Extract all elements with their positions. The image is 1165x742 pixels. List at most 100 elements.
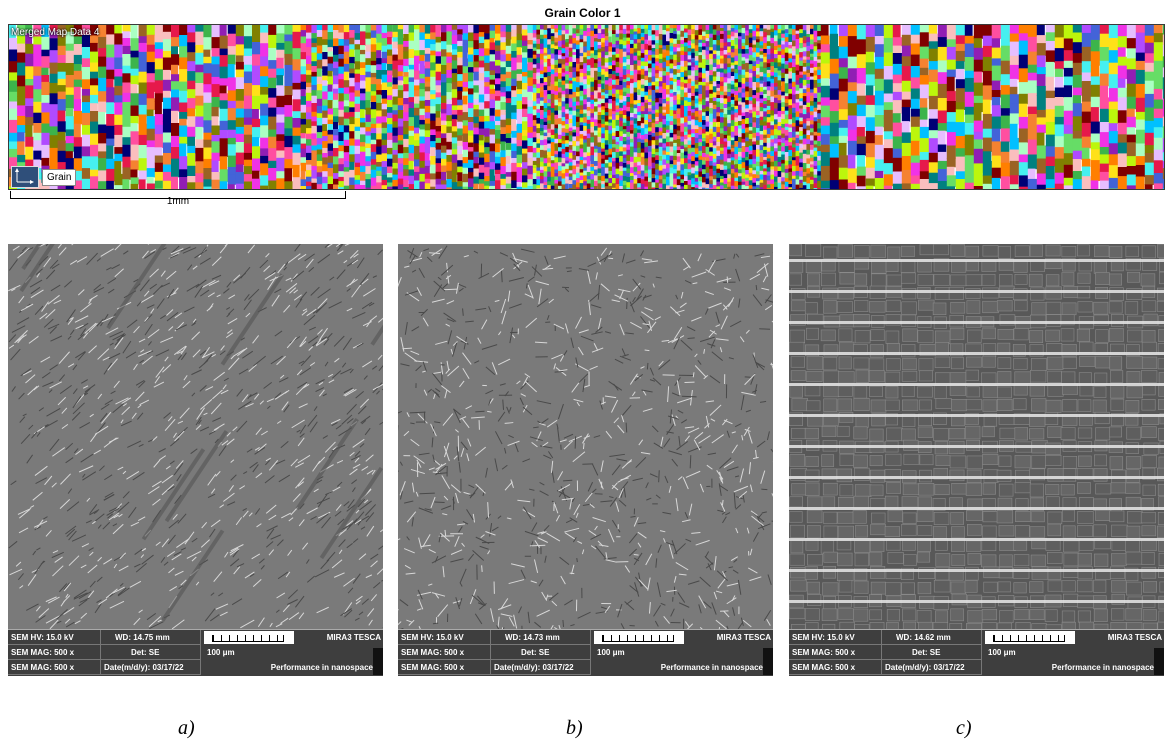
grain-cell <box>727 72 733 79</box>
grain-cell <box>709 81 715 85</box>
grain-cell <box>727 168 733 175</box>
grain-cell <box>576 182 580 188</box>
grain-cell <box>669 181 675 188</box>
grain-cell <box>676 47 681 52</box>
grain-cell <box>597 162 603 169</box>
grain-cell <box>17 141 25 156</box>
grain-cell <box>590 50 597 54</box>
grain-cell <box>338 176 348 182</box>
grain-cell <box>777 32 783 40</box>
grain-cell <box>702 187 706 189</box>
grain-cell <box>847 182 856 189</box>
grain-cell <box>655 152 661 156</box>
grain-cell <box>260 86 270 96</box>
grain-cell <box>655 43 661 50</box>
grain-cell <box>608 57 614 63</box>
grain-cell <box>612 34 617 40</box>
grain-cell <box>543 176 548 183</box>
grain-cell <box>457 105 464 111</box>
grain-cell <box>473 143 480 153</box>
grain-cell <box>594 130 598 136</box>
grain-cell <box>640 78 645 86</box>
grain-cell <box>338 109 344 118</box>
grain-cell <box>810 39 816 45</box>
grain-cell <box>781 163 785 168</box>
grain-cell <box>777 70 784 77</box>
grain-cell <box>579 109 585 115</box>
grain-cell <box>590 187 596 189</box>
grain-cell <box>608 103 615 110</box>
grain-cell <box>734 64 738 70</box>
grain-cell <box>338 141 346 146</box>
grain-cell <box>536 103 543 110</box>
grain-cell <box>730 181 735 187</box>
grain-cell <box>441 113 448 122</box>
grain-cell <box>673 51 679 55</box>
grain-cell <box>554 25 559 29</box>
grain-cell <box>387 95 393 101</box>
grain-cell <box>98 143 107 152</box>
grain-cell <box>766 187 773 189</box>
grain-cell <box>414 140 422 147</box>
grain-cell <box>392 84 401 90</box>
grain-cell <box>788 99 794 106</box>
grain-cell <box>572 77 579 82</box>
grain-cell <box>292 164 300 178</box>
grain-cell <box>547 28 552 35</box>
grain-cell <box>756 56 761 61</box>
grain-cell <box>847 46 863 58</box>
grain-cell <box>354 25 363 34</box>
grain-cell <box>138 170 151 180</box>
grain-cell <box>354 82 363 91</box>
grain-cell <box>658 150 664 157</box>
grain-cell <box>146 176 154 185</box>
grain-cell <box>276 114 289 124</box>
grain-cell <box>403 72 409 78</box>
grain-cell <box>748 141 754 147</box>
grain-cell <box>586 123 591 130</box>
grain-cell <box>576 29 580 34</box>
grain-cell <box>720 175 724 180</box>
grain-cell <box>354 73 362 83</box>
grain-cell <box>532 157 538 162</box>
grain-cell <box>468 122 474 131</box>
grain-cell <box>648 95 653 100</box>
grain-cell <box>730 110 736 116</box>
grain-cell <box>604 149 612 156</box>
grain-cell <box>468 72 474 82</box>
grain-cell <box>260 175 269 187</box>
grain-cell <box>583 35 588 42</box>
grain-cell <box>883 66 894 81</box>
grain-cell <box>712 141 717 146</box>
grain-cell <box>716 186 722 189</box>
grain-cell <box>284 128 294 137</box>
grain-cell <box>540 70 544 75</box>
grain-cell <box>763 168 769 172</box>
grain-cell <box>235 100 244 110</box>
grain-cell <box>547 151 552 159</box>
grain-cell <box>799 105 804 110</box>
grain-cell <box>792 67 799 74</box>
grain-cell <box>741 74 746 79</box>
grain-cell <box>680 25 686 32</box>
grain-cell <box>892 91 906 101</box>
grain-cell <box>360 165 369 173</box>
grain-cell <box>322 71 329 77</box>
grain-cell <box>81 146 92 157</box>
grain-cell <box>579 164 584 170</box>
grain-cell <box>745 91 751 98</box>
grain-cell <box>601 29 607 35</box>
grain-cell <box>540 169 545 174</box>
grain-cell <box>910 43 926 56</box>
grain-cell <box>468 41 476 49</box>
grain-cell <box>397 85 404 91</box>
grain-cell <box>276 140 287 152</box>
grain-cell <box>424 86 431 92</box>
grain-cell <box>802 63 807 68</box>
grain-cell <box>576 105 581 110</box>
grain-cell <box>505 53 515 62</box>
grain-cell <box>590 53 594 59</box>
grain-cell <box>572 180 579 186</box>
grain-cell <box>300 186 308 189</box>
grain-cell <box>615 85 620 91</box>
